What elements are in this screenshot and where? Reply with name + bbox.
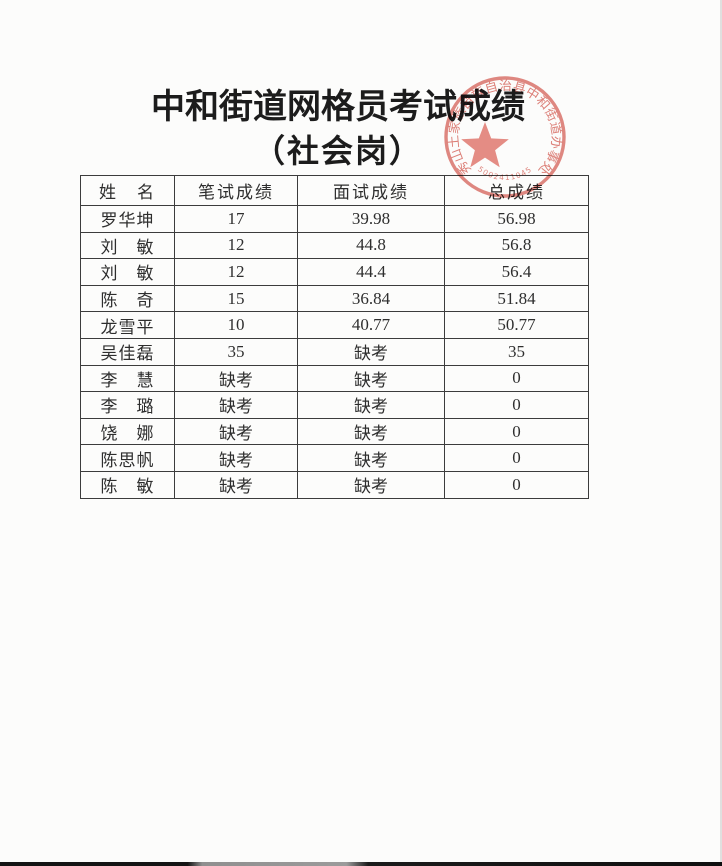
written-score-cell: 缺考 — [174, 364, 298, 393]
total-score-cell: 0 — [444, 364, 589, 393]
total-score-cell: 56.98 — [444, 205, 589, 233]
written-score-cell: 缺考 — [174, 444, 298, 472]
name-cell: 陈 奇 — [80, 284, 175, 313]
table-row: 刘 敏 12 44.4 56.4 — [80, 258, 589, 286]
written-score-cell: 10 — [174, 311, 298, 339]
table-header-row: 姓 名 笔试成绩 面试成绩 总成绩 — [80, 175, 589, 206]
total-score-cell: 50.77 — [444, 311, 589, 339]
name-cell: 刘 敏 — [80, 258, 175, 286]
table-row: 陈 奇 15 36.84 51.84 — [80, 284, 589, 313]
page-title: 中和街道网格员考试成绩 — [151, 89, 525, 126]
total-score-cell: 0 — [444, 417, 589, 446]
written-score-cell: 缺考 — [174, 470, 298, 499]
table-row: 饶 娜缺考 缺考 0 — [80, 417, 589, 446]
interview-score-cell: 44.4 — [297, 258, 445, 286]
interview-score-cell: 缺考 — [297, 337, 445, 366]
name-cell: 饶 娜 — [80, 417, 175, 446]
name-cell: 李 慧 — [80, 364, 175, 393]
table-row: 李 慧缺考 缺考 0 — [80, 364, 589, 393]
table-row: 刘 敏 12 44.8 56.8 — [80, 231, 589, 260]
total-score-cell: 0 — [444, 470, 589, 499]
table-row: 罗华坤 17 39.98 56.98 — [80, 205, 589, 233]
written-score-cell: 35 — [174, 337, 298, 366]
written-score-column-header: 笔试成绩 — [174, 175, 298, 206]
interview-score-cell: 40.77 — [297, 311, 445, 339]
score-table-body: 罗华坤 17 39.98 56.98 刘 敏 12 44.8 56.8 刘 敏 12 44.4 56.… — [80, 205, 589, 499]
interview-score-column-header: 面试成绩 — [297, 175, 445, 206]
name-cell: 刘 敏 — [80, 231, 175, 260]
scan-page-right-edge — [720, 0, 722, 866]
written-score-cell: 缺考 — [174, 417, 298, 446]
table-row: 龙雪平 10 40.77 50.77 — [80, 311, 589, 339]
interview-score-cell: 缺考 — [297, 391, 445, 419]
page-subtitle: （社会岗） — [252, 133, 423, 169]
name-cell: 罗华坤 — [80, 205, 175, 233]
total-score-cell: 51.84 — [444, 284, 589, 313]
total-score-column-header: 总成绩 — [444, 175, 589, 206]
table-row: 陈思帆 缺考 缺考 0 — [80, 444, 589, 472]
total-score-cell: 0 — [444, 391, 589, 419]
interview-score-cell: 44.8 — [297, 231, 445, 260]
total-score-cell: 56.4 — [444, 258, 589, 286]
scan-page-bottom-edge — [0, 862, 722, 866]
interview-score-cell: 36.84 — [297, 284, 445, 313]
table-row: 陈 敏缺考 缺考 0 — [80, 470, 589, 499]
written-score-cell: 12 — [174, 258, 298, 286]
interview-score-cell: 缺考 — [297, 444, 445, 472]
name-cell: 陈思帆 — [80, 444, 175, 472]
score-table: 姓 名 笔试成绩 面试成绩 总成绩 罗华坤 17 39.98 56.98 刘 敏 12 44… — [80, 175, 589, 499]
total-score-cell: 0 — [444, 444, 589, 472]
written-score-cell: 15 — [174, 284, 298, 313]
interview-score-cell: 缺考 — [297, 417, 445, 446]
name-cell: 吴佳磊 — [80, 337, 175, 366]
name-cell: 龙雪平 — [80, 311, 175, 339]
name-column-header: 姓 名 — [80, 175, 175, 206]
name-cell: 李 璐 — [80, 391, 175, 419]
name-cell: 陈 敏 — [80, 470, 175, 499]
interview-score-cell: 缺考 — [297, 470, 445, 499]
table-row: 李 璐缺考 缺考 0 — [80, 391, 589, 419]
written-score-cell: 12 — [174, 231, 298, 260]
interview-score-cell: 缺考 — [297, 364, 445, 393]
table-row: 吴佳磊 35 缺考 35 — [80, 337, 589, 366]
document-heading: 中和街道网格员考试成绩 （社会岗） — [0, 86, 676, 172]
total-score-cell: 56.8 — [444, 231, 589, 260]
total-score-cell: 35 — [444, 337, 589, 366]
interview-score-cell: 39.98 — [297, 205, 445, 233]
written-score-cell: 缺考 — [174, 391, 298, 419]
written-score-cell: 17 — [174, 205, 298, 233]
